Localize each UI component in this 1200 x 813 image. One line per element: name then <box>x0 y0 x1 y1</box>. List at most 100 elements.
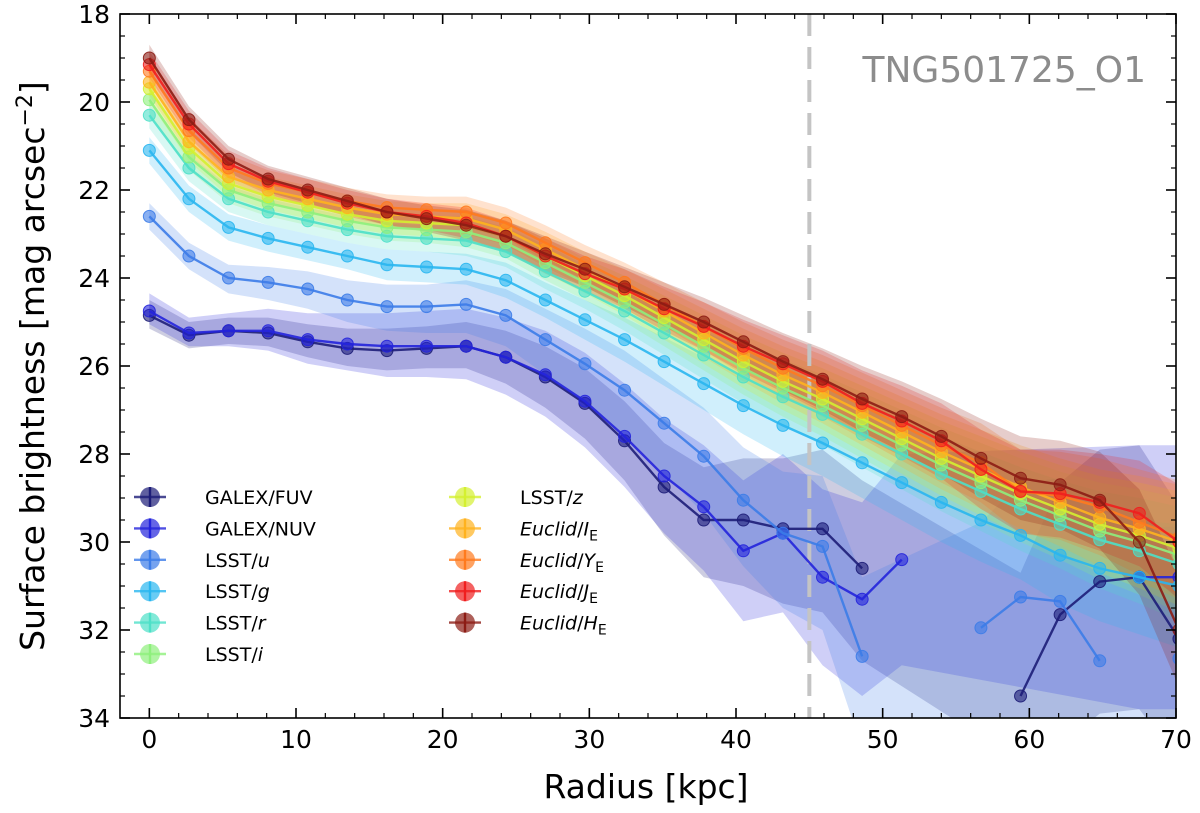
data-point <box>776 526 790 540</box>
data-point <box>261 231 275 245</box>
data-point <box>182 326 196 340</box>
data-point <box>1132 506 1146 520</box>
data-point <box>459 262 473 276</box>
plot-frame <box>119 13 1177 719</box>
data-point <box>578 394 592 408</box>
data-point <box>301 183 315 197</box>
data-point <box>1014 528 1028 542</box>
data-point <box>974 513 988 527</box>
y-tick-label: 24 <box>78 264 110 293</box>
data-point <box>538 293 552 307</box>
data-point <box>459 218 473 232</box>
data-point <box>618 429 632 443</box>
band-galex-nuv <box>149 293 1176 710</box>
data-point <box>182 192 196 206</box>
data-point <box>182 249 196 263</box>
data-point <box>538 368 552 382</box>
data-point <box>618 333 632 347</box>
data-point <box>1172 652 1176 665</box>
data-point <box>1093 654 1107 668</box>
data-point <box>142 51 156 65</box>
data-point <box>301 240 315 254</box>
data-point <box>340 337 354 351</box>
band-galex-fuv <box>149 300 1176 718</box>
legend-entry: Euclid/JE <box>449 581 598 607</box>
x-tick-label: 10 <box>280 725 312 754</box>
legend-entry: Euclid/HE <box>449 612 607 639</box>
data-point <box>934 495 948 509</box>
data-point <box>895 476 909 490</box>
data-point <box>895 410 909 424</box>
legend-label: Euclid/HE <box>520 613 607 639</box>
y-tick-label: 32 <box>78 616 110 645</box>
data-point <box>816 372 830 386</box>
data-point <box>657 297 671 311</box>
legend: GALEX/FUV GALEX/NUV LSST/u LSST/g LSST/r LSST… <box>134 487 607 666</box>
data-point <box>1093 575 1107 589</box>
data-point <box>1014 590 1028 604</box>
uncertainty-bands <box>149 44 1176 718</box>
legend-entry: LSST/r <box>134 612 267 635</box>
data-point <box>340 249 354 263</box>
legend-label: LSST/i <box>205 644 264 666</box>
x-tick-label: 30 <box>573 725 605 754</box>
data-point <box>261 324 275 338</box>
band-lsst-i <box>149 86 1176 612</box>
data-point <box>736 544 750 558</box>
data-point <box>459 339 473 353</box>
data-point <box>974 451 988 465</box>
band-euclid-ie <box>149 69 1176 598</box>
band-lsst-g <box>149 137 1176 647</box>
legend-label: GALEX/NUV <box>205 518 316 540</box>
band-euclid-ye <box>149 58 1176 594</box>
data-point <box>697 315 711 329</box>
data-point <box>855 649 869 663</box>
legend-label: LSST/r <box>205 613 267 635</box>
legend-entry: LSST/z <box>449 487 584 509</box>
data-point <box>816 539 830 553</box>
data-point <box>538 247 552 261</box>
data-point <box>142 143 156 157</box>
legend-entry: GALEX/NUV <box>134 518 316 540</box>
legend-label: Euclid/JE <box>520 581 598 607</box>
y-tick-label: 22 <box>78 176 110 205</box>
legend-entry: Euclid/IE <box>449 518 598 544</box>
legend-label: GALEX/FUV <box>205 487 313 509</box>
y-axis-title: Surface brightness [mag arcsec−2] <box>13 81 53 651</box>
data-point <box>618 280 632 294</box>
data-point <box>816 522 830 536</box>
data-point <box>974 462 988 476</box>
data-point <box>182 161 196 175</box>
data-point <box>222 271 236 285</box>
data-point <box>222 324 236 338</box>
data-point <box>697 513 711 527</box>
y-tick-label: 34 <box>78 704 110 733</box>
data-point <box>142 209 156 223</box>
data-point <box>420 212 434 226</box>
data-point <box>1014 471 1028 485</box>
data-point <box>380 205 394 219</box>
y-tick-label: 18 <box>78 0 110 29</box>
data-point <box>697 377 711 391</box>
data-point <box>855 456 869 470</box>
data-point <box>1053 548 1067 562</box>
data-point <box>261 172 275 186</box>
legend-label: LSST/z <box>520 487 584 509</box>
x-tick-label: 70 <box>1160 725 1192 754</box>
x-tick-label: 20 <box>427 725 459 754</box>
data-point <box>776 418 790 432</box>
data-point <box>1093 561 1107 575</box>
data-point <box>855 392 869 406</box>
band-euclid-he <box>149 44 1176 681</box>
data-point <box>816 570 830 584</box>
legend-entry: Euclid/YE <box>449 549 604 576</box>
x-axis-title: Radius [kpc] <box>543 767 748 806</box>
legend-label: Euclid/IE <box>520 518 598 544</box>
legend-entry: LSST/i <box>134 644 264 666</box>
y-tick-label: 20 <box>78 88 110 117</box>
data-point <box>261 275 275 289</box>
legend-entry: GALEX/FUV <box>134 487 313 509</box>
data-point <box>499 308 513 322</box>
y-tick-label: 28 <box>78 440 110 469</box>
